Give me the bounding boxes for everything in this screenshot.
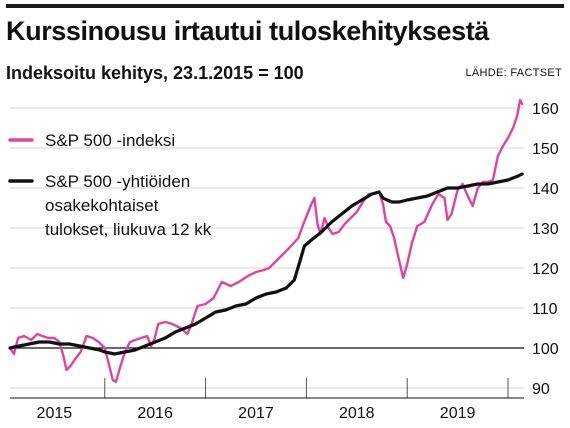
- series-line-sp500-index: [8, 98, 524, 384]
- x-tick-label: 2019: [440, 405, 476, 422]
- series-layer: [8, 98, 524, 384]
- x-tick-label: 2017: [238, 405, 274, 422]
- grid-layer: [10, 107, 524, 398]
- legend-label-sp500-eps: S&P 500 -yhtiöiden: [45, 172, 190, 191]
- series-line-sp500-eps: [8, 172, 524, 356]
- axis-layer: 90 100 110 120 130 140 150 160 2015 2016 2017 2018 2…: [10, 101, 559, 422]
- y-tick-label: 100: [532, 341, 559, 358]
- legend-label-sp500-eps: osakekohtaiset: [45, 196, 159, 215]
- source-label: LÄHDE: FACTSET: [465, 67, 562, 79]
- chart-subtitle: Indeksoitu kehitys, 23.1.2015 = 100: [6, 63, 304, 83]
- y-tick-label: 150: [532, 141, 559, 158]
- y-tick-label: 160: [532, 101, 559, 118]
- y-tick-label: 120: [532, 261, 559, 278]
- x-tick-label: 2016: [137, 405, 173, 422]
- legend: S&P 500 -indeksi S&P 500 -yhtiöiden osakek…: [8, 131, 212, 239]
- y-tick-label: 130: [532, 221, 559, 238]
- legend-label-sp500-eps: tulokset, liukuva 12 kk: [45, 220, 212, 239]
- y-tick-label: 110: [532, 301, 558, 318]
- header-rule: [6, 4, 564, 8]
- legend-label-sp500-index: S&P 500 -indeksi: [45, 131, 175, 150]
- chart-title: Kurssinousu irtautui tuloskehityksestä: [6, 16, 489, 46]
- x-tick-label: 2018: [339, 405, 375, 422]
- y-tick-label: 90: [532, 381, 550, 398]
- y-tick-label: 140: [532, 181, 559, 198]
- x-tick-label: 2015: [37, 405, 73, 422]
